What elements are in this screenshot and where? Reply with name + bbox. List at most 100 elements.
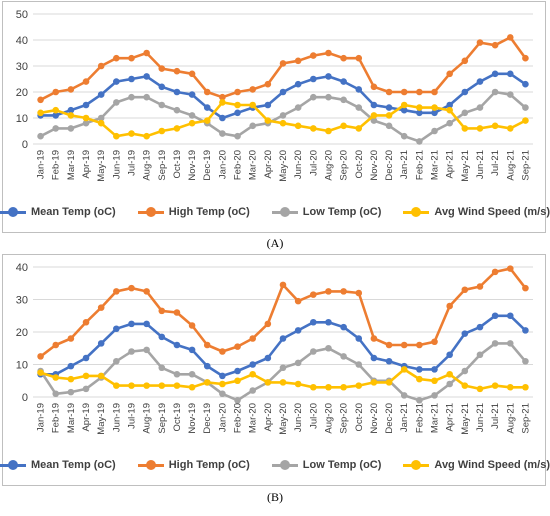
data-point <box>340 122 347 130</box>
x-tick-label: Sep-21 <box>520 403 531 434</box>
data-point <box>461 286 469 294</box>
data-point <box>67 375 75 383</box>
x-tick-label: Oct-19 <box>172 403 183 432</box>
data-point <box>491 88 499 96</box>
data-point <box>173 341 181 349</box>
data-point <box>506 91 514 98</box>
data-point <box>416 109 423 117</box>
data-point <box>264 117 272 124</box>
x-tick-label: May-20 <box>278 150 289 182</box>
data-point <box>82 119 90 127</box>
x-tick-label: Jun-19 <box>111 403 122 432</box>
data-point <box>37 369 44 376</box>
data-point <box>446 380 453 388</box>
data-point <box>446 351 453 359</box>
x-tick-label: Nov-19 <box>187 403 198 434</box>
data-point <box>461 88 469 96</box>
x-tick-label: Aug-21 <box>505 150 516 181</box>
data-point <box>400 88 408 96</box>
data-point <box>37 132 44 140</box>
line-chart-b: 0 10 20 30 40 Jan-19 Feb-19 Mar-19 Apr-19 May-19 J… <box>16 262 533 435</box>
data-point <box>491 340 499 347</box>
data-point <box>400 101 408 109</box>
data-point <box>128 130 135 137</box>
x-tick-label: Nov-19 <box>187 150 198 181</box>
data-point <box>355 125 363 132</box>
x-tick-label: Jul-21 <box>490 150 501 176</box>
x-tick-label: Jan-19 <box>36 403 47 432</box>
data-point <box>143 73 150 80</box>
data-point <box>173 106 181 114</box>
data-point <box>249 370 256 378</box>
data-point <box>416 341 423 349</box>
x-tick-label: Dec-19 <box>202 403 213 434</box>
data-point <box>370 117 378 124</box>
data-point <box>234 377 241 385</box>
data-point <box>188 70 196 78</box>
data-point <box>203 104 211 111</box>
data-point <box>234 132 241 140</box>
chart-panel-a: 0 10 20 30 40 50 Jan-19 Feb-19 Mar-19 Apr-19 May-1… <box>0 1 550 233</box>
data-point <box>506 70 514 78</box>
legend-item-low-temp: Low Temp (oC) <box>271 459 381 471</box>
data-point <box>370 101 378 109</box>
x-tick-label: Jul-20 <box>308 150 319 176</box>
data-point <box>82 354 90 362</box>
legend-item-wind-speed: Avg Wind Speed (m/s) <box>403 206 550 218</box>
data-point <box>52 374 60 381</box>
legend-item-wind-speed: Avg Wind Speed (m/s) <box>403 459 550 471</box>
series-mean-temp-oc <box>37 312 529 380</box>
data-point <box>431 104 438 111</box>
x-tick-label: Apr-20 <box>263 150 274 179</box>
legend-swatch <box>271 460 298 470</box>
data-point <box>325 383 332 391</box>
legend-label: Mean Temp (oC) <box>30 206 116 218</box>
data-point <box>476 283 484 290</box>
data-point <box>82 101 90 109</box>
data-point <box>279 88 287 96</box>
data-point <box>249 335 256 342</box>
x-tick-label: Jan-21 <box>399 150 410 179</box>
data-point <box>385 122 393 130</box>
data-point <box>355 361 363 368</box>
data-point <box>52 112 60 119</box>
data-point <box>158 83 166 91</box>
data-point <box>143 132 150 140</box>
x-tick-label: Jul-21 <box>490 403 501 429</box>
x-tick-label: Dec-19 <box>202 150 213 181</box>
data-point <box>506 312 514 320</box>
data-point <box>67 125 75 132</box>
x-tick-label: Apr-20 <box>263 403 274 432</box>
data-point <box>97 62 105 70</box>
data-point <box>522 80 529 88</box>
data-point <box>385 112 393 119</box>
data-point <box>97 340 105 347</box>
data-point <box>370 112 378 119</box>
data-point <box>279 379 287 386</box>
data-point <box>310 318 317 326</box>
x-tick-label: May-19 <box>96 150 107 182</box>
data-point <box>416 366 423 373</box>
x-tick-label: Sep-20 <box>339 150 350 181</box>
data-point <box>128 93 135 101</box>
x-tick-label: Jan-21 <box>399 403 410 432</box>
x-tick-label: Dec-20 <box>384 403 395 434</box>
data-point <box>476 323 484 331</box>
x-tick-label: Aug-19 <box>142 150 153 181</box>
data-point <box>340 288 347 295</box>
data-point <box>400 132 408 140</box>
data-point <box>340 383 347 391</box>
data-point <box>249 86 256 93</box>
data-point <box>143 93 150 101</box>
data-point <box>113 325 120 333</box>
data-point <box>82 114 90 122</box>
data-point <box>219 390 226 398</box>
data-point <box>219 372 226 380</box>
data-point <box>143 288 150 295</box>
legend-b: Mean Temp (oC) High Temp (oC) Low Temp (… <box>0 459 550 471</box>
legend-swatch <box>403 207 430 217</box>
data-point <box>264 80 272 88</box>
data-point <box>476 39 484 46</box>
legend-swatch <box>271 207 298 217</box>
data-point <box>325 93 332 101</box>
